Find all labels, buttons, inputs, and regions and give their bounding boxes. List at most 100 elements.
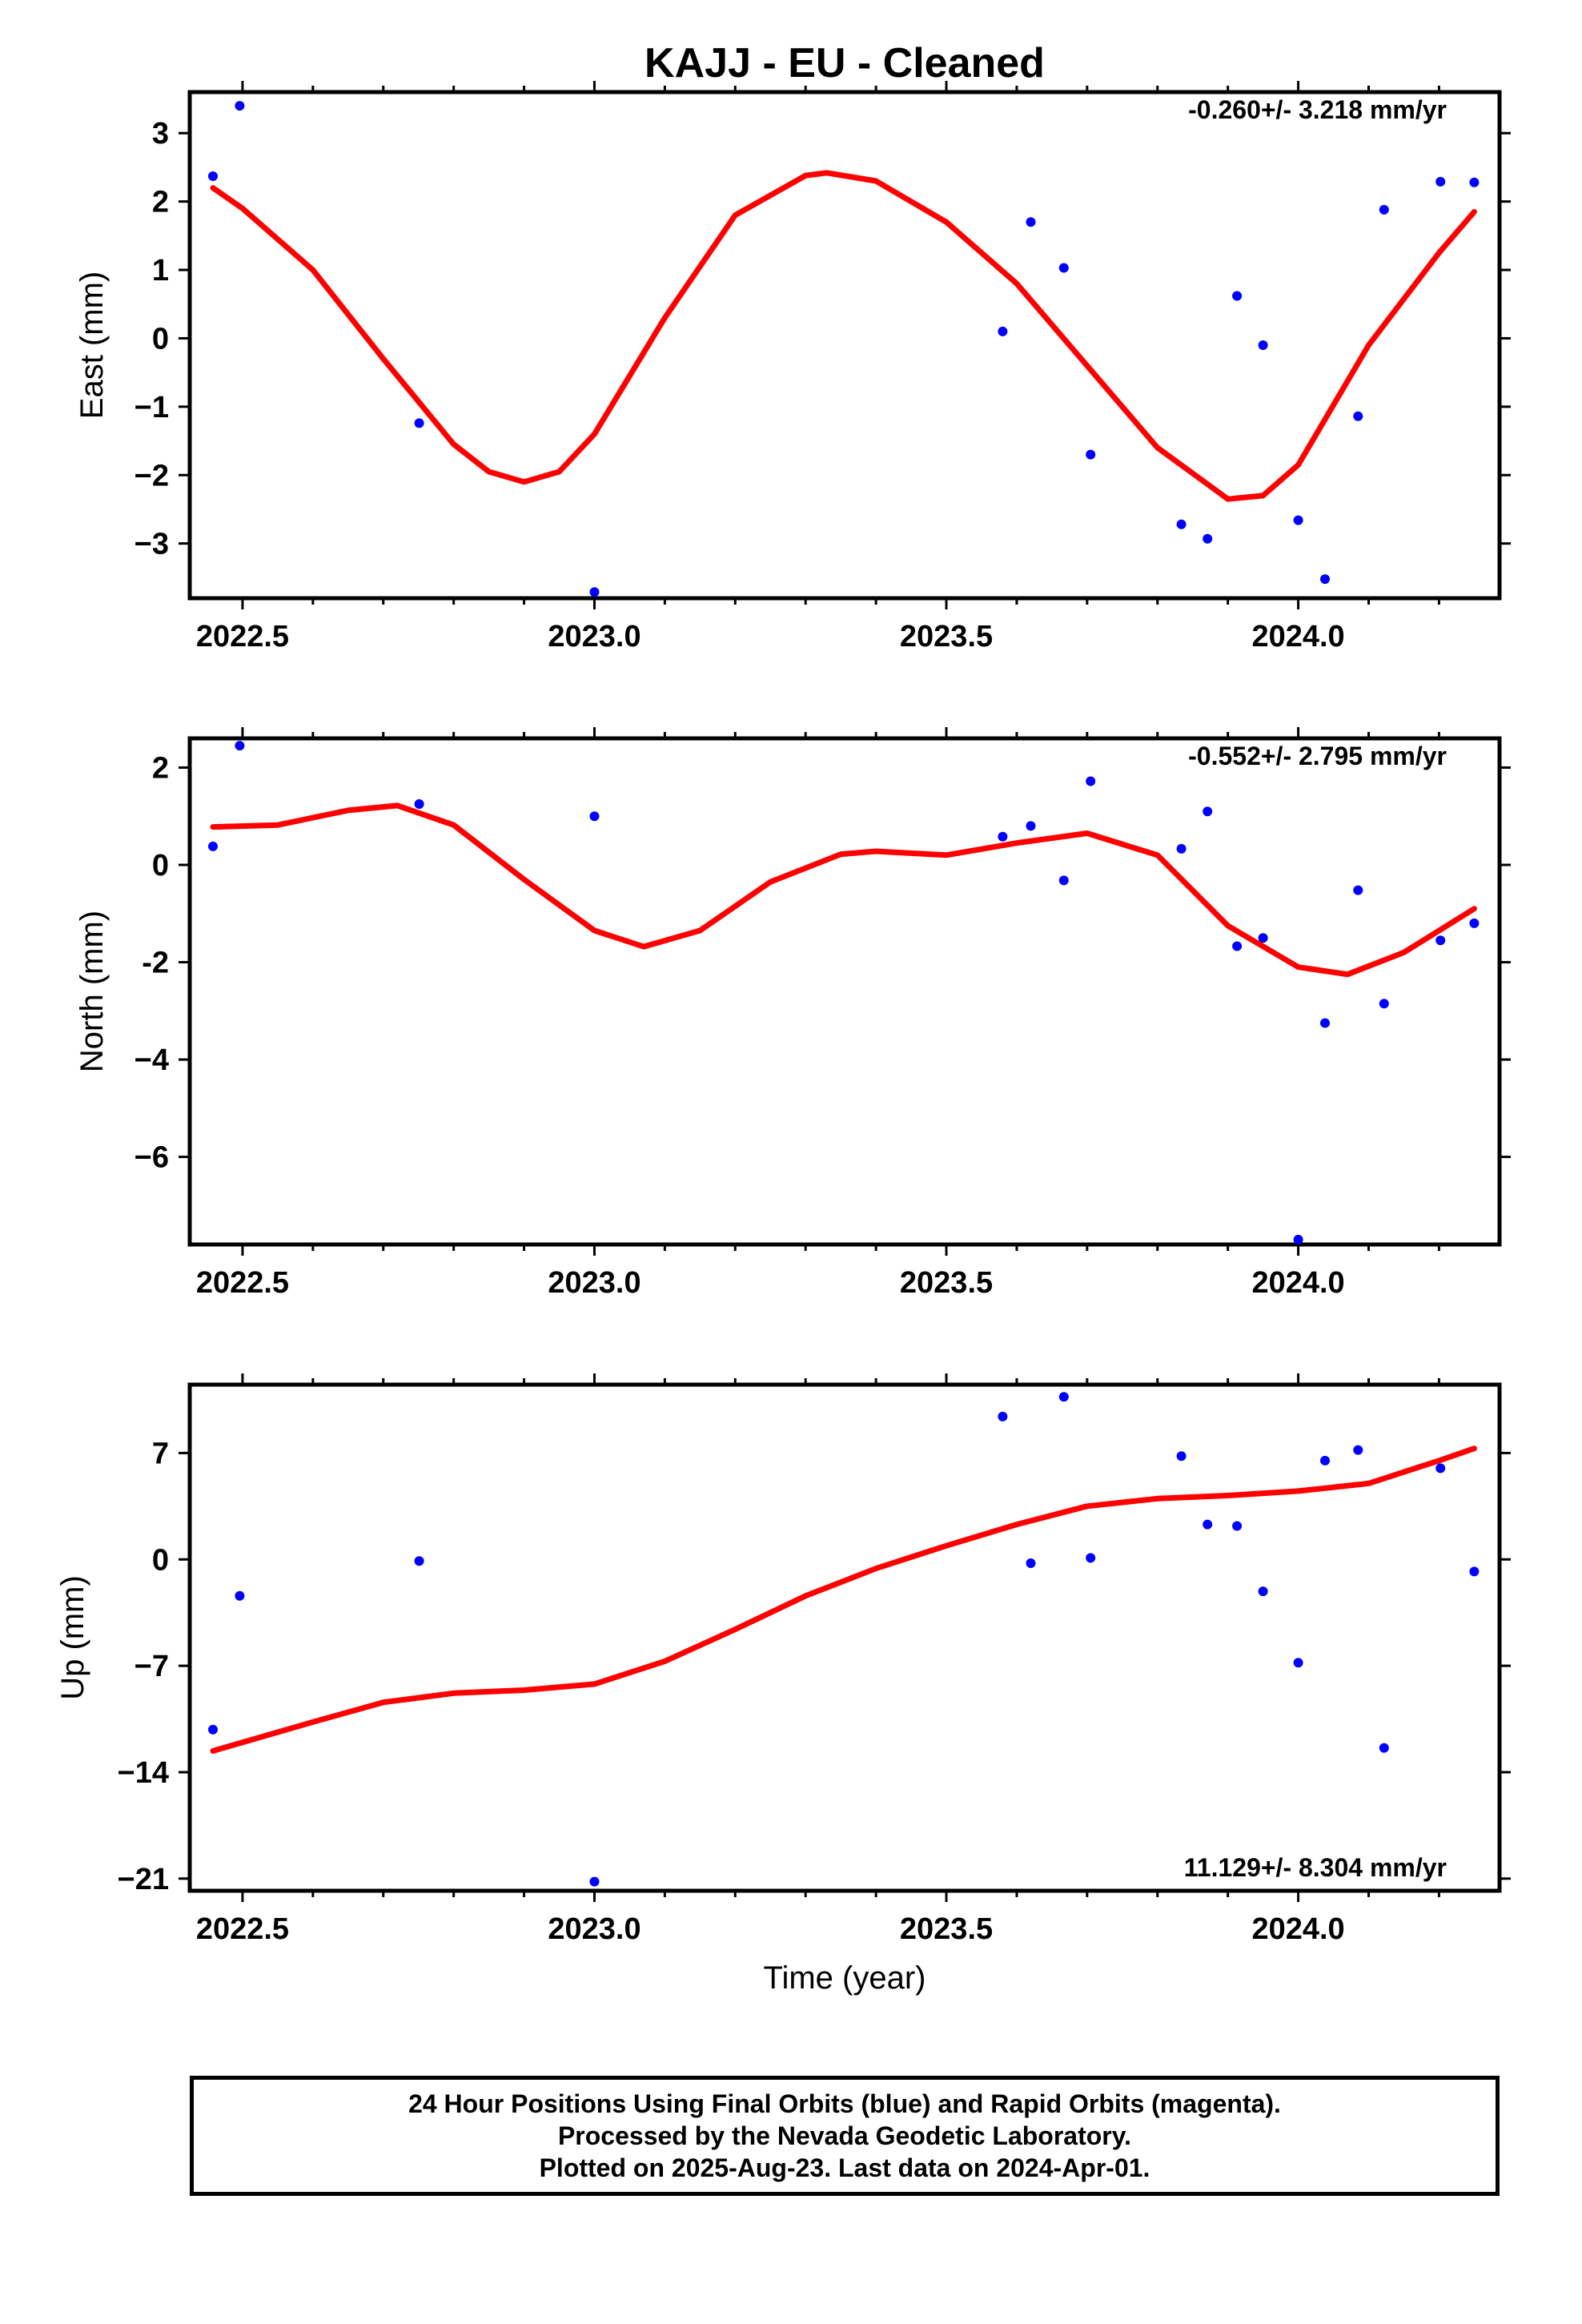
north-data-point	[1258, 933, 1268, 943]
up-data-point	[235, 1590, 245, 1601]
east-data-point	[235, 101, 245, 111]
east-data-point	[1058, 263, 1069, 273]
east-data-point	[1203, 533, 1213, 544]
north-data-point	[1435, 935, 1446, 946]
north-data-point	[1026, 821, 1036, 831]
east-panel: -0.260+/- 3.218 mm/yr East (mm) 2022.5 20…	[74, 81, 1511, 653]
north-data-point	[1086, 776, 1096, 786]
up-data-point	[1258, 1586, 1268, 1597]
chart-title: KAJJ - EU - Cleaned	[644, 40, 1045, 86]
north-data-point	[1176, 843, 1186, 854]
up-data-point	[998, 1411, 1008, 1421]
up-fit-curve	[210, 1445, 1477, 1754]
footer-line-3: Plotted on 2025-Aug-23. Last data on 202…	[539, 2153, 1150, 2182]
up-x-tick-label: 2023.0	[548, 1912, 640, 1946]
north-data-point	[1379, 999, 1389, 1009]
north-plot-frame	[187, 736, 1502, 1247]
north-marks: 2022.5 2023.0 2023.5 2024.0 2 0 -2 −4 −6	[135, 727, 1511, 1300]
north-data-point	[1320, 1018, 1330, 1028]
east-data-point	[589, 587, 600, 597]
east-data-point	[1232, 291, 1243, 301]
up-x-tick-label: 2022.5	[196, 1912, 289, 1946]
east-y-tick-label: −1	[135, 391, 169, 424]
east-data-point	[1026, 217, 1036, 227]
east-data-point	[1293, 515, 1303, 525]
north-data-point	[589, 811, 600, 822]
up-data-point	[1435, 1463, 1446, 1474]
up-x-tick-label: 2024.0	[1251, 1912, 1344, 1946]
east-data-point	[1086, 449, 1096, 460]
up-data-point	[1203, 1519, 1213, 1530]
up-plot-frame	[187, 1382, 1502, 1893]
east-y-tick-label: −2	[135, 459, 169, 493]
up-y-tick-label: −21	[118, 1863, 169, 1896]
east-x-tick-label: 2023.5	[900, 620, 993, 653]
up-data-point	[1353, 1445, 1363, 1455]
north-data-point	[1232, 941, 1243, 951]
north-y-tick-label: −6	[135, 1141, 169, 1175]
east-x-tick-label: 2022.5	[196, 620, 289, 653]
up-data-point	[1058, 1392, 1069, 1402]
north-data-point	[235, 741, 245, 751]
east-data-point	[1258, 340, 1268, 350]
east-data-point	[1353, 411, 1363, 421]
east-y-tick-label: 2	[152, 186, 169, 219]
east-plot-frame	[187, 90, 1502, 601]
east-fit-curve	[210, 170, 1477, 502]
north-rate-label: -0.552+/- 2.795 mm/yr	[1188, 742, 1447, 770]
east-y-tick-label: 3	[152, 117, 169, 151]
east-data-point	[1379, 204, 1389, 215]
north-x-tick-label: 2022.5	[196, 1266, 289, 1300]
up-x-tick-label: 2023.5	[900, 1912, 993, 1946]
north-x-tick-label: 2024.0	[1251, 1266, 1344, 1300]
up-rate-label: 11.129+/- 8.304 mm/yr	[1184, 1853, 1447, 1882]
north-y-tick-label: 0	[152, 849, 169, 883]
north-x-tick-label: 2023.5	[900, 1266, 993, 1300]
up-data-point	[1026, 1558, 1036, 1568]
east-data-point	[1469, 177, 1480, 187]
north-data-point	[1203, 806, 1213, 817]
north-y-tick-label: -2	[142, 947, 169, 980]
up-panel: 11.129+/- 8.304 mm/yr Up (mm) Time (year…	[55, 1373, 1511, 1996]
north-data-point	[1469, 918, 1480, 928]
east-y-tick-label: 0	[152, 322, 169, 356]
north-x-tick-label: 2023.0	[548, 1266, 640, 1300]
east-y-tick-label: 1	[152, 254, 169, 287]
up-y-tick-label: 7	[152, 1437, 169, 1470]
east-data-point	[414, 418, 424, 428]
up-data-point	[1469, 1566, 1480, 1577]
east-x-tick-label: 2023.0	[548, 620, 640, 653]
east-data-point	[1435, 176, 1446, 187]
up-data-point	[414, 1556, 424, 1566]
north-data-point	[1293, 1234, 1303, 1244]
north-data-point	[1058, 875, 1069, 886]
up-data-point	[208, 1724, 218, 1735]
north-data-point	[998, 831, 1008, 842]
up-y-tick-label: −14	[118, 1756, 169, 1790]
east-marks: 2022.5 2023.0 2023.5 2024.0 3 2 1 0 −1 −2 −3	[135, 81, 1511, 653]
north-data-point	[208, 841, 218, 851]
footer-box: 24 Hour Positions Using Final Orbits (bl…	[190, 2076, 1500, 2196]
up-marks: 2022.5 2023.0 2023.5 2024.0 7 0 −7 −14 −21	[118, 1373, 1511, 1946]
east-axis-label: East (mm)	[74, 271, 110, 419]
east-data-point	[1176, 519, 1186, 529]
north-y-tick-label: −4	[135, 1043, 169, 1077]
east-data-point	[1320, 574, 1330, 585]
footer-line-1: 24 Hour Positions Using Final Orbits (bl…	[408, 2089, 1281, 2118]
up-data-point	[1176, 1451, 1186, 1462]
up-data-point	[1232, 1521, 1243, 1531]
up-data-point	[1379, 1743, 1389, 1753]
up-data-point	[589, 1876, 600, 1887]
up-data-point	[1293, 1658, 1303, 1668]
north-fit-curve	[210, 802, 1477, 978]
north-panel: -0.552+/- 2.795 mm/yr North (mm) 2022.5 2…	[74, 727, 1511, 1300]
east-x-tick-label: 2024.0	[1251, 620, 1344, 653]
east-data-point	[208, 171, 218, 181]
footer-line-2: Processed by the Nevada Geodetic Laborat…	[557, 2121, 1132, 2150]
up-y-tick-label: 0	[152, 1543, 169, 1577]
north-data-point	[414, 799, 424, 809]
x-axis-label: Time (year)	[764, 1960, 926, 1996]
up-data-point	[1320, 1455, 1330, 1466]
east-y-tick-label: −3	[135, 528, 169, 561]
